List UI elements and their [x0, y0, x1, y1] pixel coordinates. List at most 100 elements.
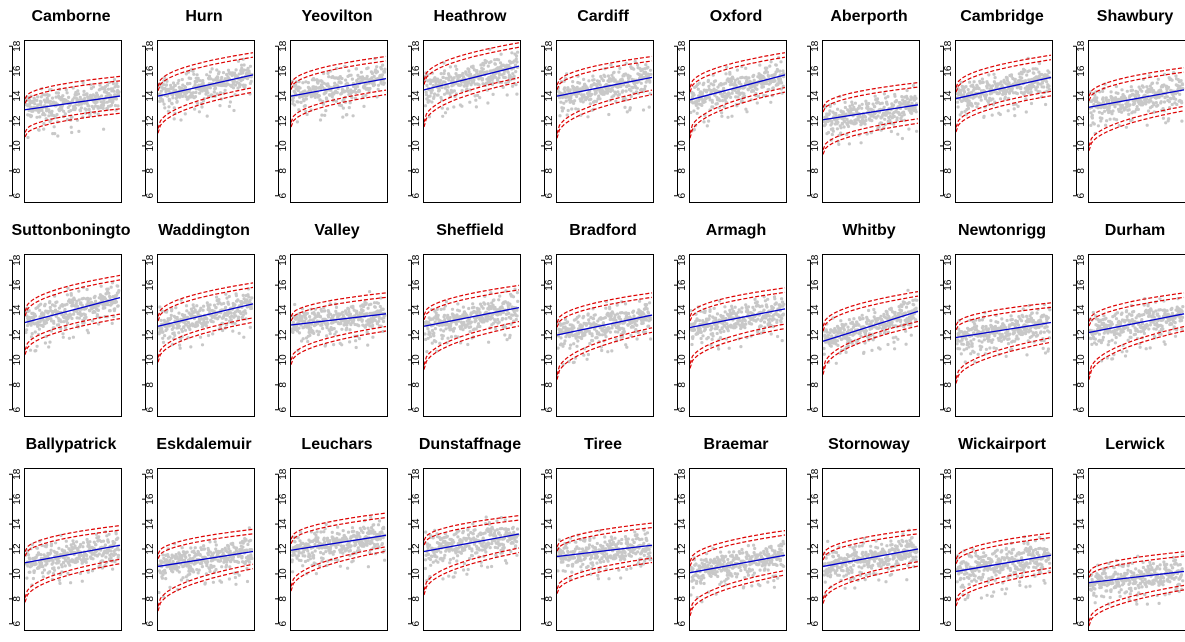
- data-point: [767, 88, 770, 91]
- y-tick-label: 6: [544, 407, 555, 413]
- data-point: [836, 121, 839, 124]
- data-point: [602, 321, 605, 324]
- data-point: [1126, 90, 1129, 93]
- data-point: [836, 108, 839, 111]
- data-point: [567, 109, 570, 112]
- data-point: [1151, 82, 1154, 85]
- y-tick-label: 14: [411, 304, 422, 316]
- data-point: [456, 302, 459, 305]
- data-point: [342, 107, 345, 110]
- data-point: [321, 327, 324, 330]
- data-point: [86, 288, 89, 291]
- data-point: [39, 303, 42, 306]
- data-point: [1038, 62, 1041, 65]
- y-tick-label: 10: [810, 140, 821, 152]
- data-point: [623, 330, 626, 333]
- data-point: [234, 322, 237, 325]
- data-point: [1163, 100, 1166, 103]
- data-point: [219, 91, 222, 94]
- y-tick-label: 6: [943, 193, 954, 199]
- data-point: [730, 115, 733, 118]
- y-tick-label: 12: [12, 115, 23, 127]
- data-point: [102, 128, 105, 131]
- data-point: [298, 331, 301, 334]
- data-point: [97, 309, 100, 312]
- data-point: [492, 93, 495, 96]
- data-point: [586, 115, 589, 118]
- data-point: [371, 72, 374, 75]
- observation-points: [1088, 71, 1184, 135]
- y-tick-label: 14: [677, 304, 688, 316]
- data-point: [1024, 79, 1027, 82]
- data-point: [511, 85, 514, 88]
- data-point: [471, 302, 474, 305]
- y-tick-label: 8: [411, 168, 422, 174]
- data-point: [436, 78, 439, 81]
- data-point: [486, 101, 489, 104]
- data-point: [185, 304, 188, 307]
- data-point: [431, 89, 434, 92]
- data-point: [587, 312, 590, 315]
- data-point: [232, 109, 235, 112]
- data-point: [907, 128, 910, 131]
- data-point: [110, 286, 113, 289]
- data-point: [607, 113, 610, 116]
- data-point: [1013, 107, 1016, 110]
- y-tick-label: 18: [145, 254, 156, 266]
- data-point: [53, 125, 56, 128]
- data-point: [66, 91, 69, 94]
- data-point: [693, 93, 696, 96]
- data-point: [72, 313, 75, 316]
- data-point: [68, 337, 71, 340]
- data-point: [382, 308, 385, 311]
- data-point: [1128, 103, 1131, 106]
- data-point: [1010, 73, 1013, 76]
- station-title: Bradford: [540, 222, 666, 240]
- data-point: [1157, 78, 1160, 81]
- data-point: [621, 89, 624, 92]
- y-tick-label: 14: [544, 304, 555, 316]
- data-point: [992, 73, 995, 76]
- data-point: [731, 92, 734, 95]
- data-point: [719, 331, 722, 334]
- data-point: [723, 305, 726, 308]
- data-point: [700, 337, 703, 340]
- data-point: [42, 312, 45, 315]
- data-point: [237, 316, 240, 319]
- data-point: [617, 71, 620, 74]
- data-point: [478, 96, 481, 99]
- data-point: [201, 343, 204, 346]
- observation-points: [556, 300, 652, 367]
- data-point: [188, 82, 191, 85]
- data-point: [1013, 114, 1016, 117]
- data-point: [711, 338, 714, 341]
- data-point: [710, 327, 713, 330]
- data-point: [326, 322, 329, 325]
- data-point: [181, 78, 184, 81]
- data-point: [866, 107, 869, 110]
- data-point: [757, 95, 760, 98]
- data-point: [779, 60, 782, 63]
- data-point: [36, 345, 39, 348]
- data-point: [591, 339, 594, 342]
- data-point: [33, 102, 36, 105]
- data-point: [636, 87, 639, 90]
- data-point: [558, 114, 561, 117]
- data-point: [234, 314, 237, 317]
- plot-frame: [291, 41, 388, 203]
- data-point: [77, 92, 80, 95]
- data-point: [299, 86, 302, 89]
- data-point: [500, 53, 503, 56]
- data-point: [173, 117, 176, 120]
- data-point: [165, 328, 168, 331]
- data-point: [313, 78, 316, 81]
- data-point: [569, 344, 572, 347]
- data-point: [362, 309, 365, 312]
- data-point: [1011, 87, 1014, 90]
